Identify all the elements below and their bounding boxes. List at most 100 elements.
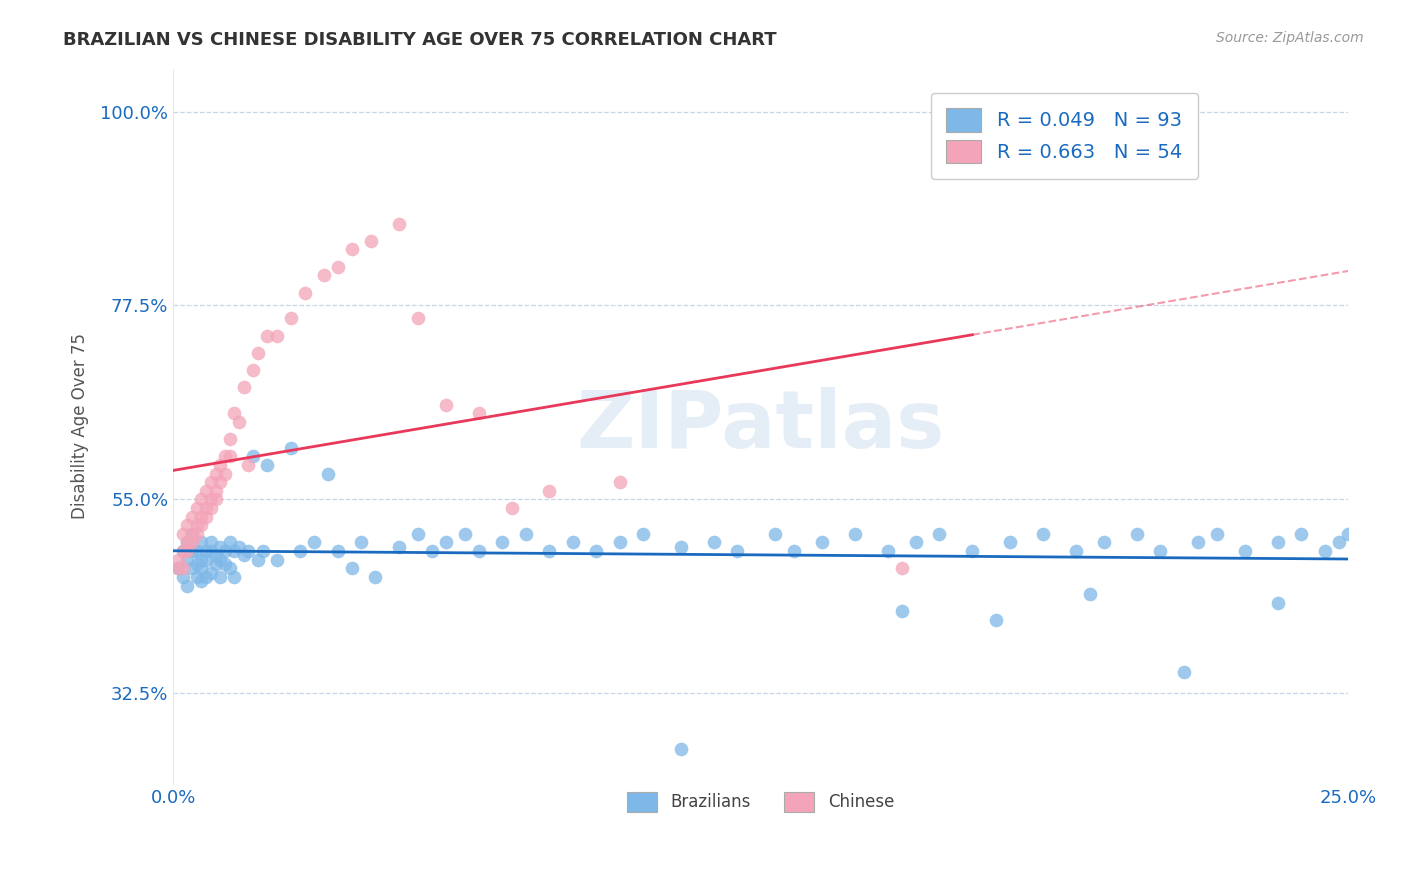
Point [224, 544, 246, 558]
Point [491, 535, 513, 549]
Point [288, 544, 311, 558]
Point [209, 475, 232, 490]
Text: BRAZILIAN VS CHINESE DISABILITY AGE OVER 75 CORRELATION CHART: BRAZILIAN VS CHINESE DISABILITY AGE OVER… [63, 31, 778, 49]
Point [1267, 596, 1289, 610]
Point [238, 544, 260, 558]
Point [1032, 526, 1054, 541]
Point [200, 500, 222, 515]
Point [1126, 526, 1149, 541]
Point [246, 346, 269, 360]
Point [388, 540, 411, 554]
Point [218, 432, 240, 446]
Point [340, 561, 363, 575]
Point [434, 535, 457, 549]
Point [340, 243, 363, 257]
Point [176, 518, 198, 533]
Point [406, 311, 429, 326]
Point [167, 561, 190, 575]
Point [190, 509, 212, 524]
Point [318, 467, 340, 481]
Point [468, 544, 491, 558]
Point [312, 268, 335, 283]
Point [214, 450, 236, 464]
Point [515, 526, 537, 541]
Point [218, 450, 240, 464]
Point [609, 535, 631, 549]
Point [195, 500, 218, 515]
Point [186, 570, 208, 584]
Point [1291, 526, 1313, 541]
Point [172, 561, 194, 575]
Point [302, 535, 325, 549]
Point [186, 500, 208, 515]
Point [904, 535, 927, 549]
Point [181, 561, 204, 575]
Point [280, 441, 302, 455]
Point [703, 535, 725, 549]
Point [190, 492, 212, 507]
Point [167, 552, 190, 566]
Point [195, 570, 218, 584]
Point [360, 234, 382, 248]
Point [181, 544, 204, 558]
Point [204, 549, 226, 563]
Point [280, 311, 302, 326]
Point [204, 557, 226, 571]
Point [181, 526, 204, 541]
Point [200, 566, 222, 580]
Point [1078, 587, 1101, 601]
Point [876, 544, 898, 558]
Point [669, 742, 692, 756]
Text: ZIPatlas: ZIPatlas [576, 387, 945, 465]
Point [186, 518, 208, 533]
Point [928, 526, 950, 541]
Point [214, 544, 236, 558]
Y-axis label: Disability Age Over 75: Disability Age Over 75 [72, 333, 89, 519]
Point [468, 406, 491, 420]
Point [228, 415, 250, 429]
Point [633, 526, 655, 541]
Point [195, 544, 218, 558]
Point [266, 328, 288, 343]
Point [561, 535, 583, 549]
Point [538, 483, 561, 498]
Point [266, 552, 288, 566]
Point [181, 535, 204, 549]
Point [186, 557, 208, 571]
Point [195, 552, 218, 566]
Point [890, 561, 912, 575]
Point [962, 544, 984, 558]
Point [242, 450, 264, 464]
Point [181, 509, 204, 524]
Point [538, 544, 561, 558]
Point [218, 535, 240, 549]
Point [238, 458, 260, 472]
Point [190, 552, 212, 566]
Point [172, 544, 194, 558]
Point [763, 526, 786, 541]
Point [214, 557, 236, 571]
Point [1173, 665, 1195, 679]
Point [1187, 535, 1209, 549]
Point [242, 363, 264, 377]
Point [783, 544, 806, 558]
Point [1092, 535, 1115, 549]
Point [725, 544, 748, 558]
Point [326, 544, 349, 558]
Point [1337, 526, 1360, 541]
Point [232, 380, 254, 394]
Point [256, 458, 278, 472]
Point [172, 526, 194, 541]
Point [172, 544, 194, 558]
Point [200, 535, 222, 549]
Point [176, 535, 198, 549]
Point [209, 458, 232, 472]
Point [190, 574, 212, 589]
Point [669, 540, 692, 554]
Point [1313, 544, 1336, 558]
Point [350, 535, 373, 549]
Point [890, 604, 912, 618]
Point [218, 561, 240, 575]
Point [195, 483, 218, 498]
Point [204, 483, 226, 498]
